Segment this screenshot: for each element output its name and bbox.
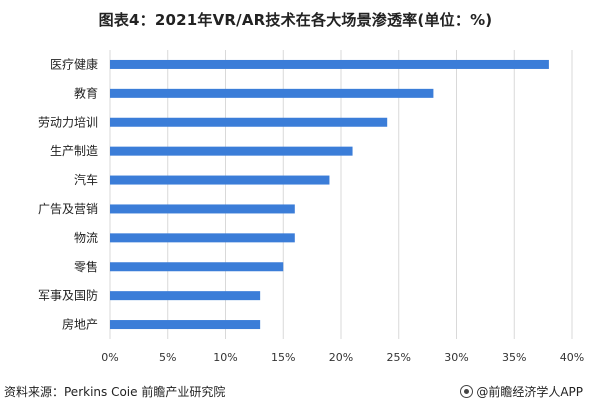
bar-5 bbox=[110, 175, 330, 185]
source-note: 资料来源：Perkins Coie 前瞻产业研究院 bbox=[4, 385, 226, 399]
x-tick-label: 30% bbox=[444, 351, 468, 364]
x-tick-label: 20% bbox=[329, 351, 353, 364]
x-tick-label: 10% bbox=[213, 351, 237, 364]
brand-label: @前瞻经济学人APP bbox=[476, 385, 583, 399]
bar-9 bbox=[110, 291, 261, 301]
category-label: 医疗健康 bbox=[50, 56, 98, 71]
category-label: 广告及营销 bbox=[38, 202, 98, 216]
brand-logo-icon bbox=[460, 385, 474, 398]
category-label: 零售 bbox=[74, 259, 98, 274]
bar-3 bbox=[110, 117, 388, 127]
chart-title: 图表4：2021年VR/AR技术在各大场景渗透率(单位：%) bbox=[98, 11, 493, 29]
category-label: 汽车 bbox=[74, 172, 98, 187]
category-label: 教育 bbox=[74, 85, 98, 100]
category-label: 军事及国防 bbox=[38, 288, 98, 303]
x-tick-label: 15% bbox=[271, 351, 295, 364]
category-label: 物流 bbox=[74, 231, 98, 245]
brand-credit: @前瞻经济学人APP bbox=[460, 383, 583, 400]
x-tick-label: 40% bbox=[560, 351, 584, 364]
bar-8 bbox=[110, 262, 284, 272]
category-label: 生产制造 bbox=[50, 144, 98, 158]
bar-1 bbox=[110, 59, 549, 69]
bar-7 bbox=[110, 233, 295, 243]
x-tick-label: 25% bbox=[387, 351, 411, 364]
x-tick-label: 0% bbox=[101, 351, 118, 364]
bar-4 bbox=[110, 146, 353, 156]
bar-6 bbox=[110, 204, 295, 214]
x-tick-label: 35% bbox=[502, 351, 526, 364]
category-label: 房地产 bbox=[62, 317, 98, 332]
x-tick-label: 5% bbox=[159, 351, 176, 364]
bar-2 bbox=[110, 88, 434, 98]
category-label: 劳动力培训 bbox=[38, 114, 98, 129]
bar-10 bbox=[110, 320, 261, 330]
